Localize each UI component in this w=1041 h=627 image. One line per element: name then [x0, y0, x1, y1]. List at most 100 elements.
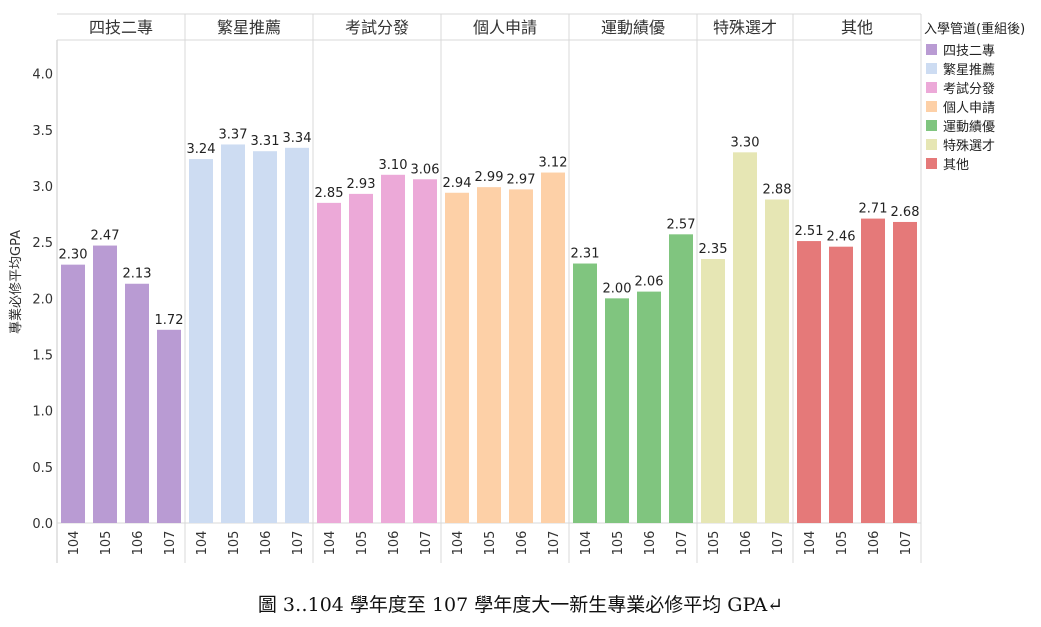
x-tick-label: 105	[835, 531, 850, 556]
x-tick-label: 107	[163, 531, 178, 556]
bar	[701, 259, 725, 523]
legend-item: 運動績優	[924, 116, 1025, 135]
legend-label: 其他	[943, 158, 970, 173]
x-tick-label: 104	[579, 531, 594, 556]
x-tick-label: 104	[451, 531, 466, 556]
bar	[285, 147, 309, 523]
data-label: 2.57	[667, 217, 696, 232]
x-tick-label: 104	[195, 531, 210, 556]
group-header: 四技二專	[89, 18, 153, 37]
legend-item: 其他	[924, 154, 1025, 173]
y-tick-label: 3.0	[32, 180, 53, 195]
x-tick-label: 105	[707, 531, 722, 556]
x-tick-label: 104	[803, 531, 818, 556]
bar	[157, 329, 181, 523]
group-header: 考試分發	[345, 18, 409, 37]
bar	[349, 193, 373, 523]
bar	[253, 151, 277, 523]
legend-swatch	[926, 158, 937, 169]
bar	[413, 179, 437, 523]
group-header: 運動績優	[601, 18, 665, 37]
legend-swatch	[926, 44, 937, 55]
group-header: 繁星推薦	[217, 18, 281, 37]
legend-item: 繁星推薦	[924, 59, 1025, 78]
data-label: 2.51	[795, 224, 824, 239]
x-tick-label: 105	[611, 531, 626, 556]
data-label: 3.30	[731, 135, 760, 150]
data-label: 3.37	[219, 127, 248, 142]
x-tick-label: 104	[67, 531, 82, 556]
x-tick-label: 106	[739, 531, 754, 556]
data-label: 3.34	[283, 131, 312, 146]
bar	[509, 189, 533, 524]
y-tick-label: 4.0	[32, 68, 53, 83]
bar	[445, 192, 469, 523]
bar	[541, 172, 565, 523]
x-tick-label: 107	[547, 531, 562, 556]
y-tick-label: 0.0	[32, 517, 53, 532]
x-tick-label: 106	[643, 531, 658, 556]
x-tick-label: 107	[899, 531, 914, 556]
x-tick-label: 105	[483, 531, 498, 556]
x-tick-label: 107	[419, 531, 434, 556]
group-header: 個人申請	[473, 18, 537, 37]
bar	[605, 298, 629, 523]
group-header: 其他	[841, 18, 873, 37]
x-tick-label: 105	[99, 531, 114, 556]
bar-chart: 0.0 0.5 1.0 1.5 2.0 2.5 3.0 3.5 4.0 專業必修平均GPA 四技二專…	[8, 13, 922, 563]
bar	[637, 291, 661, 523]
legend-item: 四技二專	[924, 40, 1025, 59]
bar	[829, 246, 853, 523]
y-axis-label: 專業必修平均GPA	[8, 230, 24, 334]
data-label: 2.71	[859, 202, 888, 217]
data-label: 2.00	[603, 281, 632, 296]
y-tick-label: 2.5	[32, 236, 53, 251]
bar	[221, 144, 245, 524]
x-tick-label: 106	[867, 531, 882, 556]
data-label: 2.94	[443, 176, 472, 191]
data-label: 1.72	[155, 313, 184, 328]
x-tick-label: 105	[227, 531, 242, 556]
legend-label: 運動績優	[943, 120, 996, 135]
data-label: 2.31	[571, 247, 600, 262]
y-tick-label: 1.5	[32, 349, 53, 364]
data-label: 2.88	[763, 183, 792, 198]
legend-title: 入學管道(重組後)	[924, 22, 1026, 37]
x-tick-label: 107	[771, 531, 786, 556]
x-tick-label: 104	[323, 531, 338, 556]
x-tick-label: 106	[515, 531, 530, 556]
legend-item: 考試分發	[924, 78, 1025, 97]
legend-swatch	[926, 101, 937, 112]
data-label: 3.24	[187, 142, 216, 157]
bar	[381, 174, 405, 523]
x-tick-label: 106	[131, 531, 146, 556]
data-label: 3.12	[539, 156, 568, 171]
y-tick-label: 1.0	[32, 405, 53, 420]
data-label: 2.85	[315, 186, 344, 201]
x-tick-label: 106	[259, 531, 274, 556]
legend-swatch	[926, 139, 937, 150]
bar	[317, 202, 341, 524]
legend-label: 個人申請	[943, 101, 996, 116]
bar	[669, 234, 693, 524]
legend-item: 個人申請	[924, 97, 1025, 116]
data-label: 2.68	[891, 205, 920, 220]
bar	[861, 218, 885, 524]
x-tick-label: 107	[291, 531, 306, 556]
bar	[893, 221, 917, 523]
legend-items: 四技二專 繁星推薦考試分發個人申請運動績優特殊選才其他	[924, 40, 1025, 173]
x-tick-label: 107	[675, 531, 690, 556]
data-label: 3.10	[379, 158, 408, 173]
legend-label: 考試分發	[943, 82, 996, 97]
bar	[61, 264, 85, 523]
legend-item: 特殊選才	[924, 135, 1025, 154]
y-tick-label: 0.5	[32, 461, 53, 476]
legend-label: 特殊選才	[943, 139, 996, 154]
data-label: 2.30	[59, 248, 88, 263]
data-label: 2.46	[827, 230, 856, 245]
data-label: 2.13	[123, 267, 152, 282]
bar	[573, 263, 597, 523]
data-label: 2.97	[507, 172, 536, 187]
x-tick-label: 105	[355, 531, 370, 556]
bar	[797, 241, 821, 523]
